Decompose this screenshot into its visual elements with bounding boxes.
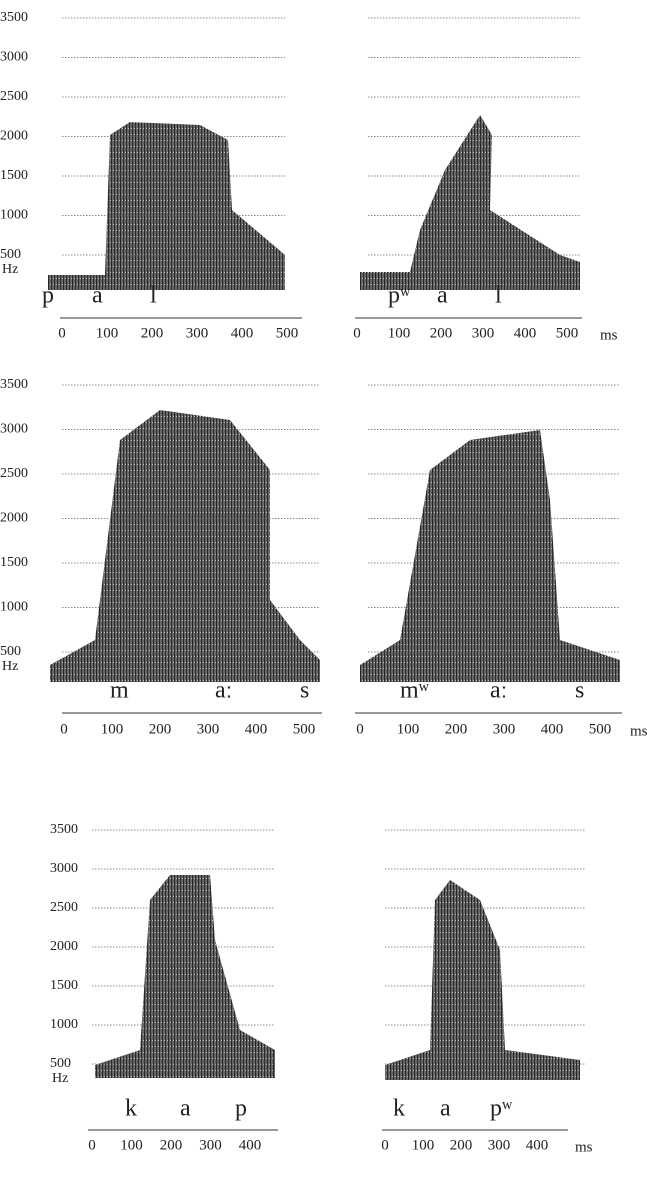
y-label: 3000 xyxy=(0,422,28,437)
x-label: 500 xyxy=(276,325,299,341)
y-label: 1000 xyxy=(0,600,28,615)
x-label: 0 xyxy=(88,1137,96,1153)
segment-label: pʷ xyxy=(388,283,411,309)
y-label: 3500 xyxy=(0,377,28,392)
spectrogram xyxy=(360,115,580,290)
segment-label: a xyxy=(440,1096,451,1122)
y-label: 2500 xyxy=(0,89,28,104)
x-label: 100 xyxy=(412,1137,435,1153)
x-label: 500 xyxy=(589,721,612,737)
y-label: 1500 xyxy=(50,978,78,993)
segment-label: pʷ xyxy=(490,1096,513,1122)
x-label: 200 xyxy=(430,325,453,341)
y-label: 500 xyxy=(0,644,21,659)
x-label: 200 xyxy=(160,1137,183,1153)
x-label: 100 xyxy=(96,325,119,341)
y-unit: Hz xyxy=(2,262,18,277)
y-label: 500 xyxy=(0,247,21,262)
x-unit: ms xyxy=(575,1139,593,1155)
segment-label: p xyxy=(42,283,54,309)
x-label: 500 xyxy=(556,325,579,341)
y-label: 2500 xyxy=(0,466,28,481)
segment-label: l xyxy=(150,283,157,309)
x-label: 0 xyxy=(353,325,361,341)
spectrogram xyxy=(360,430,620,682)
y-label: 2000 xyxy=(50,939,78,954)
x-label: 400 xyxy=(239,1137,262,1153)
x-label: 100 xyxy=(388,325,411,341)
x-label: 300 xyxy=(493,721,516,737)
spectrogram xyxy=(95,875,275,1078)
x-label: 300 xyxy=(186,325,209,341)
y-label: 500 xyxy=(50,1056,71,1071)
x-label: 300 xyxy=(472,325,495,341)
x-unit: ms xyxy=(600,327,618,343)
x-label: 400 xyxy=(514,325,537,341)
x-label: 400 xyxy=(245,721,268,737)
segment-label: a xyxy=(92,283,103,309)
y-label: 3500 xyxy=(50,822,78,837)
segment-label: a xyxy=(437,283,448,309)
y-label: 1500 xyxy=(0,555,28,570)
x-label: 100 xyxy=(397,721,420,737)
segment-label: mʷ xyxy=(400,678,430,704)
y-unit: Hz xyxy=(52,1071,68,1086)
segment-label: k xyxy=(125,1096,137,1122)
segment-label: aː xyxy=(490,678,507,704)
x-label: 300 xyxy=(197,721,220,737)
segment-label: l xyxy=(495,283,502,309)
x-unit: ms xyxy=(630,723,647,739)
x-label: 200 xyxy=(141,325,164,341)
y-label: 2000 xyxy=(0,511,28,526)
x-label: 0 xyxy=(60,721,68,737)
x-label: 0 xyxy=(356,721,364,737)
y-label: 1000 xyxy=(0,208,28,223)
segment-label: aː xyxy=(215,678,232,704)
x-label: 100 xyxy=(120,1137,143,1153)
y-label: 3500 xyxy=(0,10,28,25)
x-label: 200 xyxy=(445,721,468,737)
spectrogram xyxy=(385,880,580,1080)
x-label: 200 xyxy=(450,1137,473,1153)
x-label: 0 xyxy=(58,325,66,341)
segment-label: k xyxy=(393,1096,405,1122)
y-label: 1000 xyxy=(50,1017,78,1032)
x-label: 400 xyxy=(541,721,564,737)
y-unit: Hz xyxy=(2,659,18,674)
x-label: 200 xyxy=(149,721,172,737)
spectrogram xyxy=(48,122,285,290)
segment-label: p xyxy=(235,1096,247,1122)
x-label: 400 xyxy=(231,325,254,341)
segment-label: a xyxy=(180,1096,191,1122)
y-label: 3000 xyxy=(50,861,78,876)
x-label: 0 xyxy=(381,1137,389,1153)
segment-label: m xyxy=(110,678,129,704)
x-label: 400 xyxy=(526,1137,549,1153)
segment-label: s xyxy=(300,678,309,704)
y-label: 3000 xyxy=(0,50,28,65)
x-label: 300 xyxy=(199,1137,222,1153)
x-label: 300 xyxy=(488,1137,511,1153)
y-label: 2000 xyxy=(0,129,28,144)
y-label: 2500 xyxy=(50,900,78,915)
x-label: 100 xyxy=(101,721,124,737)
segment-label: s xyxy=(575,678,584,704)
y-label: 1500 xyxy=(0,168,28,183)
x-label: 500 xyxy=(293,721,316,737)
spectrogram xyxy=(50,410,320,682)
